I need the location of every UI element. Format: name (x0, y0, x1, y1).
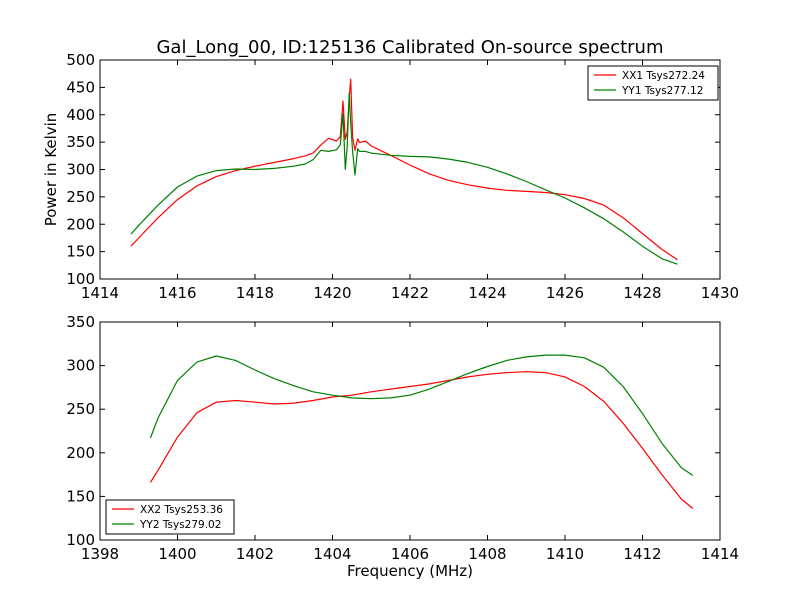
bottom-legend-box (105, 499, 235, 535)
bottom-x-tick-label: 1400 (158, 545, 196, 563)
top-y-tick-label: 250 (66, 188, 95, 206)
bottom-y-tick-label: 300 (66, 357, 95, 375)
top-y-tick-label: 400 (66, 106, 95, 124)
bottom-y-tick-label: 250 (66, 400, 95, 418)
top-x-tick-label: 1430 (701, 284, 739, 302)
top-x-tick-label: 1420 (313, 284, 351, 302)
top-x-tick-label: 1418 (236, 284, 274, 302)
bottom-x-tick-label: 1414 (701, 545, 739, 563)
bottom-y-tick-label: 100 (66, 531, 95, 549)
bottom-legend-label-1: XX2 Tsys253.36 (140, 504, 223, 516)
bottom-x-tick-label: 1406 (391, 545, 429, 563)
top-legend-label-1: XX1 Tsys272.24 (622, 70, 705, 82)
top-legend: XX1 Tsys272.24 YY1 Tsys277.12 (587, 65, 719, 101)
top-y-tick-label: 500 (66, 51, 95, 69)
top-x-tick-label: 1428 (623, 284, 661, 302)
top-y-tick-label: 150 (66, 243, 95, 261)
bottom-x-tick-label: 1398 (81, 545, 119, 563)
bottom-legend-label-2: YY2 Tsys279.02 (139, 519, 221, 531)
bottom-x-tick-label: 1404 (313, 545, 351, 563)
bottom-x-tick-label: 1412 (623, 545, 661, 563)
top-plot: 1414 1416 1418 1420 1422 1424 1426 1428 1430 100 1… (42, 51, 739, 302)
top-series-line-2 (130, 92, 678, 265)
top-legend-box (587, 65, 719, 101)
top-x-tick-label: 1426 (546, 284, 584, 302)
top-legend-label-2: YY1 Tsys277.12 (621, 85, 703, 97)
bottom-y-tick-label: 200 (66, 444, 95, 462)
bottom-plot: 1398 1400 1402 1404 1406 1408 1410 1412 1414 100 1… (66, 313, 739, 580)
bottom-series-line-2 (149, 354, 694, 476)
bottom-x-tick-label: 1410 (546, 545, 584, 563)
top-series-line-1 (130, 78, 678, 261)
top-x-tick-label: 1416 (158, 284, 196, 302)
top-x-tick-label: 1414 (81, 284, 119, 302)
bottom-x-tick-label: 1402 (236, 545, 274, 563)
bottom-x-tick-label: 1408 (468, 545, 506, 563)
top-y-tick-label: 350 (66, 133, 95, 151)
bottom-series-line-1 (149, 371, 694, 510)
bottom-y-tick-label: 150 (66, 487, 95, 505)
top-y-tick-label: 100 (66, 270, 95, 288)
top-y-tick-label: 450 (66, 78, 95, 96)
top-x-tick-label: 1424 (468, 284, 506, 302)
top-y-tick-label: 300 (66, 161, 95, 179)
chart-title: Gal_Long_00, ID:125136 Calibrated On-sou… (156, 37, 663, 58)
top-y-axis-label: Power in Kelvin (42, 113, 60, 227)
bottom-x-axis-label: Frequency (MHz) (347, 562, 473, 580)
top-x-tick-label: 1422 (391, 284, 429, 302)
bottom-y-tick-label: 350 (66, 313, 95, 331)
bottom-legend: XX2 Tsys253.36 YY2 Tsys279.02 (105, 499, 235, 535)
top-y-tick-label: 200 (66, 215, 95, 233)
